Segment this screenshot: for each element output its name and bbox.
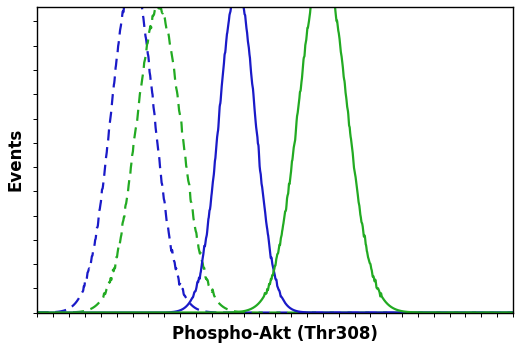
Y-axis label: Events: Events (7, 128, 25, 191)
X-axis label: Phospho-Akt (Thr308): Phospho-Akt (Thr308) (172, 325, 378, 343)
